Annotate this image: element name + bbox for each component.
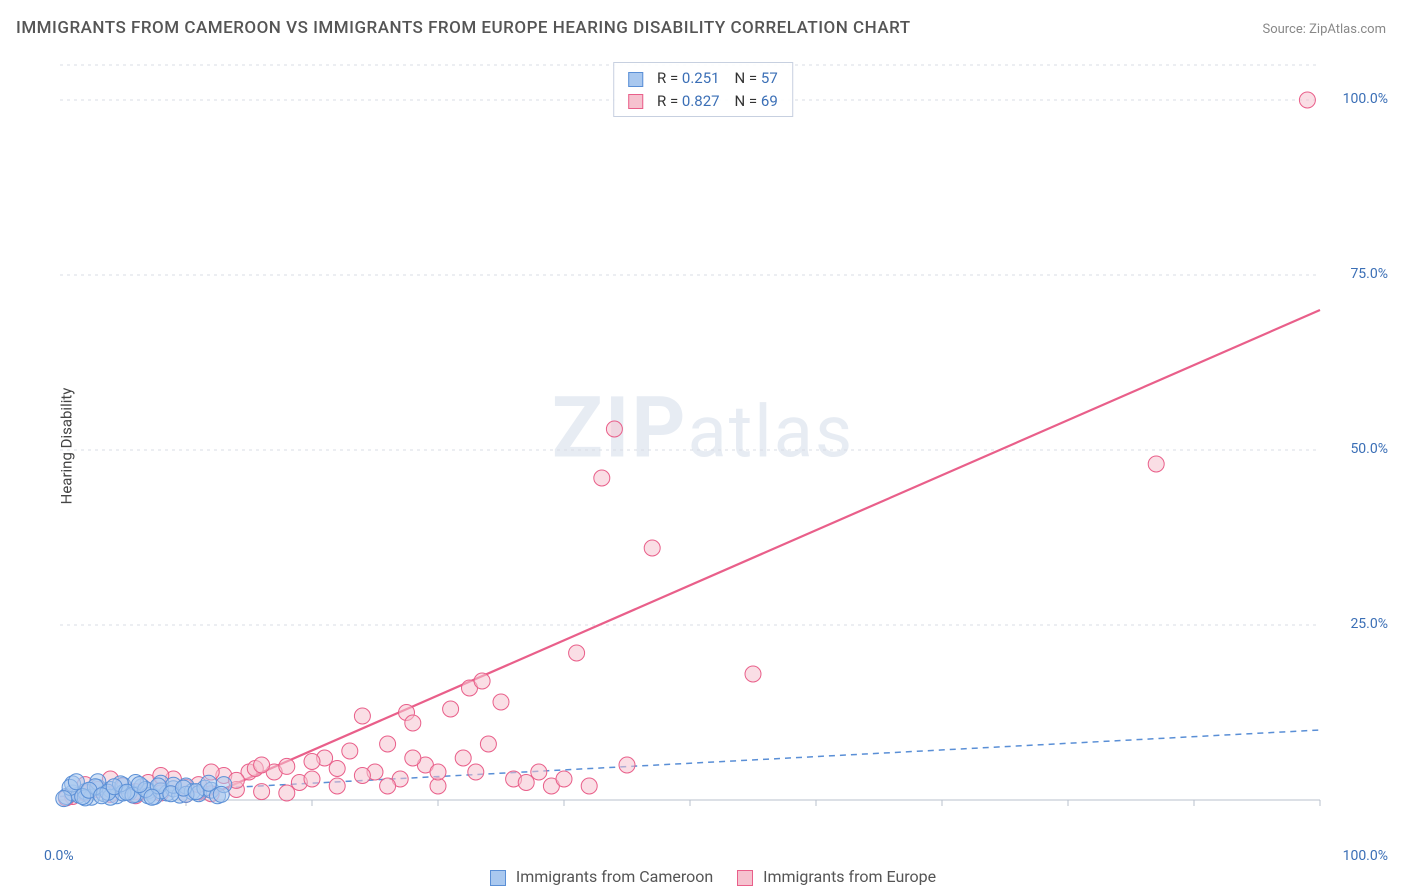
legend-box-cameroon (490, 870, 506, 886)
bottom-legend: Immigrants from Cameroon Immigrants from… (0, 867, 1406, 886)
plot-area (50, 60, 1390, 830)
source-attribution: Source: ZipAtlas.com (1262, 22, 1386, 37)
y-tick-100: 100.0% (1343, 91, 1388, 107)
y-tick-75: 75.0% (1350, 266, 1388, 282)
legend-swatch-europe (628, 94, 643, 109)
chart-title: IMMIGRANTS FROM CAMEROON VS IMMIGRANTS F… (16, 18, 911, 38)
legend-label-europe: Immigrants from Europe (763, 867, 936, 886)
x-tick-100: 100.0% (1343, 848, 1388, 864)
y-tick-50: 50.0% (1350, 441, 1388, 457)
scatter-chart (50, 60, 1390, 830)
legend-box-europe (737, 870, 753, 886)
legend-label-cameroon: Immigrants from Cameroon (516, 867, 713, 886)
x-tick-0: 0.0% (44, 848, 74, 864)
y-tick-25: 25.0% (1350, 616, 1388, 632)
legend-swatch-cameroon (628, 72, 643, 87)
stats-legend: R = 0.251 N = 57 R = 0.827 N = 69 (613, 62, 793, 117)
